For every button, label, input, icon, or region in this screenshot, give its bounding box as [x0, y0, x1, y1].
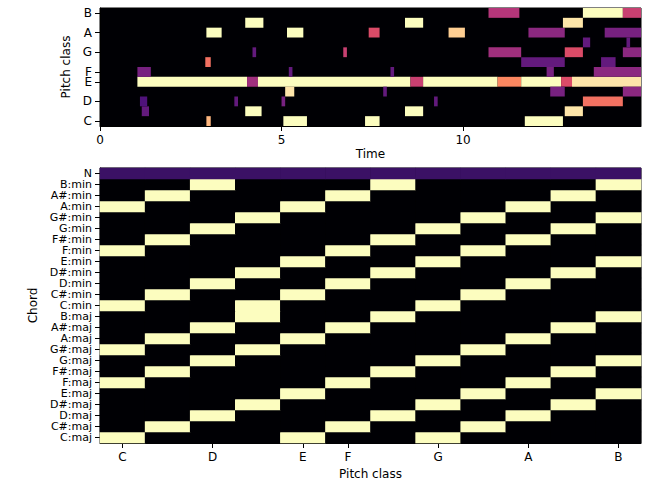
svg-text:D:min: D:min [59, 277, 92, 290]
svg-text:Pitch class: Pitch class [339, 467, 402, 481]
svg-text:D:maj: D:maj [59, 409, 92, 422]
svg-text:G: G [433, 450, 442, 464]
svg-text:A:min: A:min [60, 200, 92, 213]
svg-text:10: 10 [455, 133, 470, 147]
svg-text:A#:maj: A#:maj [51, 321, 92, 334]
svg-text:B:maj: B:maj [60, 310, 92, 323]
svg-text:C#:maj: C#:maj [50, 420, 92, 433]
svg-text:C: C [84, 114, 92, 128]
svg-text:G#:maj: G#:maj [50, 343, 92, 356]
svg-text:C#:min: C#:min [50, 288, 92, 301]
svg-text:D: D [83, 94, 92, 108]
svg-text:F:min: F:min [62, 244, 92, 257]
svg-text:G:maj: G:maj [59, 354, 92, 367]
svg-text:0: 0 [96, 133, 104, 147]
svg-text:A:maj: A:maj [60, 332, 92, 345]
svg-text:Pitch class: Pitch class [59, 36, 73, 99]
svg-text:C:min: C:min [59, 299, 92, 312]
svg-text:G: G [83, 45, 92, 59]
svg-text:5: 5 [278, 133, 286, 147]
svg-text:E: E [84, 74, 92, 89]
svg-text:A: A [84, 26, 93, 40]
svg-text:A: A [524, 450, 533, 464]
svg-text:E: E [299, 450, 307, 464]
svg-text:B:min: B:min [60, 178, 92, 191]
svg-text:F#:maj: F#:maj [52, 365, 92, 378]
svg-text:N: N [84, 167, 92, 180]
svg-text:E:min: E:min [60, 255, 92, 268]
svg-text:F: F [85, 65, 92, 79]
svg-text:D: D [208, 450, 217, 464]
svg-text:F: F [345, 450, 352, 464]
svg-text:B: B [614, 450, 622, 464]
svg-text:G:min: G:min [59, 222, 92, 235]
svg-text:C:maj: C:maj [60, 431, 92, 444]
svg-text:D#:maj: D#:maj [50, 398, 92, 411]
svg-text:D#:min: D#:min [49, 266, 92, 279]
svg-text:F:maj: F:maj [62, 376, 92, 389]
svg-text:Time: Time [355, 147, 385, 161]
svg-text:G#:min: G#:min [49, 211, 92, 224]
svg-text:F#:min: F#:min [52, 233, 92, 246]
svg-text:C: C [118, 450, 126, 464]
svg-text:B: B [84, 6, 92, 20]
svg-text:A#:min: A#:min [50, 189, 92, 202]
svg-text:E:maj: E:maj [60, 387, 92, 400]
svg-text:Chord: Chord [26, 288, 40, 324]
